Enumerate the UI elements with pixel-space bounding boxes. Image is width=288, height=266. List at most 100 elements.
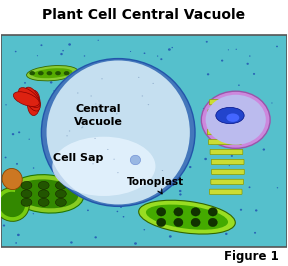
- Ellipse shape: [16, 163, 18, 165]
- Ellipse shape: [253, 73, 255, 75]
- Ellipse shape: [62, 50, 64, 51]
- Ellipse shape: [84, 55, 85, 57]
- FancyBboxPatch shape: [209, 189, 242, 194]
- Ellipse shape: [142, 95, 143, 97]
- Ellipse shape: [179, 190, 181, 192]
- Ellipse shape: [211, 143, 213, 144]
- Ellipse shape: [238, 85, 240, 86]
- Ellipse shape: [116, 113, 118, 114]
- Text: Tonoplast: Tonoplast: [127, 177, 184, 194]
- FancyBboxPatch shape: [212, 169, 244, 174]
- Ellipse shape: [263, 148, 265, 151]
- Ellipse shape: [208, 218, 217, 227]
- FancyBboxPatch shape: [211, 179, 243, 184]
- Ellipse shape: [95, 103, 96, 105]
- Ellipse shape: [55, 198, 66, 206]
- Ellipse shape: [38, 198, 49, 206]
- Ellipse shape: [87, 210, 89, 211]
- Ellipse shape: [225, 233, 228, 235]
- FancyBboxPatch shape: [209, 100, 242, 105]
- Ellipse shape: [68, 43, 71, 46]
- Text: Figure 1: Figure 1: [224, 250, 279, 263]
- Ellipse shape: [120, 206, 122, 208]
- Ellipse shape: [226, 135, 228, 137]
- FancyBboxPatch shape: [207, 119, 240, 125]
- Ellipse shape: [157, 208, 166, 216]
- Ellipse shape: [230, 130, 231, 131]
- Ellipse shape: [32, 101, 34, 104]
- Ellipse shape: [228, 49, 229, 50]
- Ellipse shape: [174, 218, 183, 227]
- Ellipse shape: [40, 197, 42, 199]
- Ellipse shape: [168, 48, 171, 51]
- Ellipse shape: [21, 190, 32, 198]
- Ellipse shape: [56, 180, 57, 181]
- Ellipse shape: [15, 179, 78, 208]
- Ellipse shape: [92, 163, 94, 164]
- Ellipse shape: [148, 104, 149, 105]
- Ellipse shape: [55, 190, 66, 198]
- Ellipse shape: [144, 52, 145, 54]
- Ellipse shape: [276, 46, 278, 47]
- Ellipse shape: [146, 205, 228, 230]
- Ellipse shape: [60, 53, 63, 55]
- Ellipse shape: [221, 60, 223, 62]
- Ellipse shape: [214, 131, 216, 133]
- Ellipse shape: [208, 208, 217, 216]
- Ellipse shape: [19, 88, 40, 107]
- Ellipse shape: [142, 178, 144, 179]
- Ellipse shape: [64, 71, 69, 75]
- Ellipse shape: [139, 200, 235, 234]
- Ellipse shape: [94, 236, 97, 238]
- Ellipse shape: [33, 213, 34, 214]
- Ellipse shape: [192, 229, 193, 231]
- Ellipse shape: [138, 77, 139, 78]
- FancyBboxPatch shape: [211, 159, 244, 165]
- Ellipse shape: [0, 188, 29, 221]
- Ellipse shape: [252, 110, 254, 112]
- Ellipse shape: [2, 168, 22, 190]
- Ellipse shape: [43, 72, 46, 74]
- Ellipse shape: [123, 216, 124, 218]
- Ellipse shape: [41, 59, 195, 206]
- Ellipse shape: [18, 92, 19, 93]
- Ellipse shape: [121, 59, 123, 61]
- Ellipse shape: [5, 157, 7, 158]
- Ellipse shape: [206, 41, 208, 43]
- Ellipse shape: [229, 165, 230, 166]
- Ellipse shape: [162, 170, 163, 171]
- Ellipse shape: [152, 83, 154, 84]
- Ellipse shape: [101, 78, 103, 79]
- Ellipse shape: [94, 138, 96, 139]
- Ellipse shape: [47, 71, 52, 75]
- Ellipse shape: [26, 65, 78, 81]
- Ellipse shape: [130, 51, 131, 52]
- Ellipse shape: [226, 113, 239, 122]
- Ellipse shape: [82, 126, 83, 127]
- Ellipse shape: [240, 209, 242, 211]
- Ellipse shape: [21, 181, 32, 189]
- Text: Plant Cell Central Vacuole: Plant Cell Central Vacuole: [42, 8, 246, 22]
- Ellipse shape: [38, 190, 49, 198]
- Ellipse shape: [240, 146, 243, 148]
- Ellipse shape: [157, 55, 158, 57]
- Ellipse shape: [203, 108, 204, 109]
- Ellipse shape: [247, 63, 249, 65]
- Ellipse shape: [19, 193, 22, 195]
- Ellipse shape: [204, 158, 207, 160]
- Ellipse shape: [55, 71, 61, 75]
- Ellipse shape: [47, 60, 190, 205]
- Ellipse shape: [37, 55, 38, 56]
- Ellipse shape: [188, 230, 190, 231]
- Ellipse shape: [66, 135, 68, 136]
- FancyBboxPatch shape: [207, 130, 240, 135]
- FancyBboxPatch shape: [1, 35, 287, 247]
- Ellipse shape: [232, 111, 235, 114]
- Ellipse shape: [216, 107, 244, 124]
- Ellipse shape: [185, 120, 187, 122]
- Ellipse shape: [15, 51, 17, 52]
- Ellipse shape: [17, 234, 20, 236]
- Ellipse shape: [40, 44, 42, 46]
- Ellipse shape: [5, 104, 7, 105]
- Ellipse shape: [58, 145, 59, 146]
